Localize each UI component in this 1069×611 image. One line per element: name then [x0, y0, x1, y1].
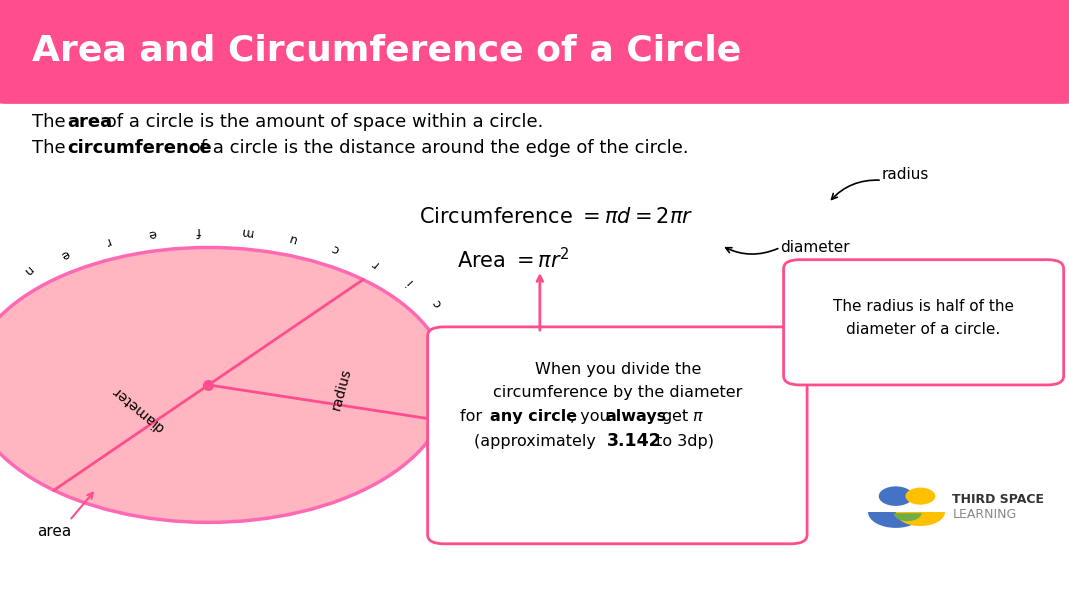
Text: of a circle is the amount of space within a circle.: of a circle is the amount of space withi…	[100, 113, 544, 131]
Text: 3.142: 3.142	[607, 432, 662, 450]
Text: c: c	[431, 296, 445, 309]
Text: The: The	[32, 139, 72, 157]
Text: c: c	[0, 283, 2, 296]
Text: e: e	[148, 227, 157, 241]
Text: any circle: any circle	[490, 409, 577, 424]
Circle shape	[879, 486, 913, 506]
Text: for: for	[460, 409, 486, 424]
Text: Circumference $= \pi d = 2\pi r$: Circumference $= \pi d = 2\pi r$	[419, 207, 693, 227]
FancyBboxPatch shape	[0, 0, 1069, 104]
Wedge shape	[896, 512, 945, 526]
Text: LEARNING: LEARNING	[952, 508, 1017, 521]
Text: area: area	[67, 113, 112, 131]
Text: r: r	[369, 257, 381, 270]
Text: The radius is half of the: The radius is half of the	[833, 299, 1014, 314]
FancyBboxPatch shape	[784, 260, 1064, 385]
Text: (approximately: (approximately	[474, 434, 601, 448]
Text: always: always	[605, 409, 666, 424]
Text: n: n	[20, 263, 35, 277]
Text: c: c	[329, 241, 342, 256]
Text: Area and Circumference of a Circle: Area and Circumference of a Circle	[32, 33, 741, 67]
Text: radius: radius	[329, 367, 354, 412]
FancyBboxPatch shape	[428, 327, 807, 544]
Circle shape	[0, 247, 449, 522]
Text: , you: , you	[570, 409, 615, 424]
Text: The: The	[32, 113, 72, 131]
Text: i: i	[403, 276, 416, 287]
Text: diameter: diameter	[110, 382, 167, 434]
Wedge shape	[894, 513, 921, 521]
Text: of a circle is the distance around the edge of the circle.: of a circle is the distance around the e…	[184, 139, 688, 157]
Text: THIRD SPACE: THIRD SPACE	[952, 493, 1044, 507]
Text: circumference: circumference	[67, 139, 212, 157]
Circle shape	[905, 488, 935, 505]
Wedge shape	[868, 512, 924, 528]
Text: e: e	[59, 246, 72, 262]
Text: When you divide the: When you divide the	[534, 362, 701, 377]
Text: circumference by the diameter: circumference by the diameter	[493, 385, 743, 400]
Text: get $\pi$: get $\pi$	[656, 407, 704, 426]
Text: diameter of a circle.: diameter of a circle.	[847, 323, 1001, 337]
Text: diameter: diameter	[780, 240, 850, 255]
Text: m: m	[239, 225, 253, 239]
Text: f: f	[197, 224, 201, 237]
Text: Area $= \pi r^2$: Area $= \pi r^2$	[456, 247, 570, 273]
Text: to 3dp): to 3dp)	[651, 434, 714, 448]
Text: radius: radius	[882, 167, 929, 181]
Text: r: r	[103, 235, 112, 249]
Text: area: area	[37, 524, 72, 539]
Text: u: u	[286, 230, 298, 245]
